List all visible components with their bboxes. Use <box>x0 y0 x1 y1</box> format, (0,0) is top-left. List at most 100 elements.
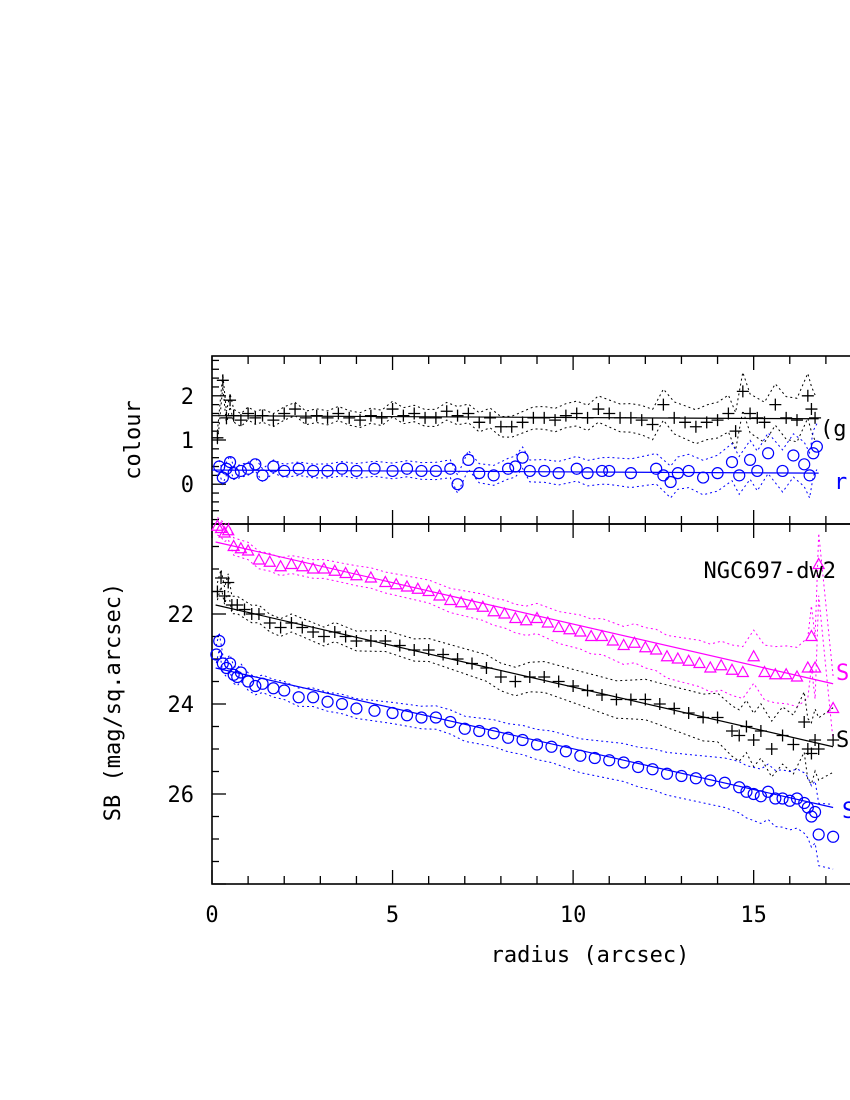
y-tick-label: 22 <box>168 603 195 628</box>
data-point <box>462 407 475 420</box>
data-point <box>444 715 457 729</box>
data-point <box>241 543 255 556</box>
data-point <box>779 667 793 680</box>
data-point <box>595 464 609 478</box>
data-point <box>223 456 237 469</box>
data-point <box>375 411 388 424</box>
data-point <box>682 654 696 666</box>
data-point <box>386 403 399 416</box>
data-point <box>787 449 800 462</box>
data-point <box>646 763 659 776</box>
data-point <box>332 407 345 420</box>
data-point <box>812 743 825 755</box>
sb-label-g: S <box>836 661 849 686</box>
data-point <box>762 447 775 460</box>
data-point <box>650 462 663 475</box>
data-point <box>289 403 302 416</box>
error-envelope-lower <box>216 371 816 432</box>
data-point <box>451 409 464 422</box>
data-point <box>660 767 674 780</box>
data-point <box>668 411 681 424</box>
data-point <box>776 792 789 805</box>
data-point <box>610 693 623 706</box>
data-point <box>664 475 677 489</box>
data-point <box>386 464 399 478</box>
data-point <box>256 469 269 482</box>
data-point <box>682 707 695 719</box>
data-point <box>744 407 757 420</box>
data-point <box>292 691 305 704</box>
data-point <box>274 621 287 634</box>
data-point <box>769 398 782 411</box>
data-point <box>317 630 330 643</box>
data-point <box>328 626 341 638</box>
data-point <box>307 691 320 704</box>
data-point <box>242 407 255 420</box>
data-point <box>632 760 645 774</box>
data-point <box>508 611 522 624</box>
data-point <box>675 769 688 783</box>
data-point <box>552 467 565 480</box>
error-envelope-upper <box>216 569 834 724</box>
data-point <box>758 416 771 429</box>
data-point <box>321 464 334 478</box>
data-point <box>393 639 406 652</box>
data-point <box>754 790 767 803</box>
data-point <box>805 747 818 760</box>
data-point <box>595 629 609 642</box>
data-point <box>603 754 616 767</box>
data-point <box>252 552 266 565</box>
data-point <box>415 464 428 478</box>
data-point <box>400 709 414 722</box>
fit-line <box>215 541 834 685</box>
data-point <box>711 467 724 480</box>
data-point <box>216 657 229 670</box>
error-envelope-lower <box>217 534 834 741</box>
data-point <box>549 414 562 427</box>
y-tick-label: 2 <box>181 385 194 410</box>
data-point <box>807 447 820 460</box>
data-point <box>570 407 583 420</box>
data-point <box>530 738 544 751</box>
data-point <box>494 420 507 433</box>
data-point <box>502 462 515 475</box>
data-point <box>697 471 710 484</box>
data-point <box>812 557 826 570</box>
data-point <box>711 414 724 427</box>
data-point <box>809 734 822 746</box>
data-point <box>242 675 255 688</box>
data-point <box>743 453 757 466</box>
data-point <box>465 597 479 610</box>
data-point <box>736 385 749 398</box>
data-point <box>736 665 750 678</box>
data-point <box>697 711 710 724</box>
data-point <box>267 460 280 473</box>
data-point <box>798 796 811 810</box>
data-point <box>762 785 775 798</box>
data-point <box>466 657 478 670</box>
data-point <box>624 467 637 480</box>
data-point <box>299 411 312 424</box>
data-point <box>588 751 601 765</box>
data-point <box>432 588 447 601</box>
data-point <box>267 682 280 695</box>
data-point <box>292 462 305 475</box>
data-point <box>804 629 818 642</box>
data-point <box>458 722 471 735</box>
data-point <box>809 411 822 424</box>
data-point <box>545 740 558 753</box>
data-point <box>224 394 237 407</box>
data-point <box>397 409 410 422</box>
y-tick-label: 24 <box>168 693 195 718</box>
data-point <box>635 414 648 427</box>
data-point <box>218 590 231 602</box>
data-point <box>584 629 598 642</box>
data-point <box>422 584 436 597</box>
data-point <box>509 675 522 688</box>
data-point <box>617 756 630 769</box>
data-point <box>350 464 363 478</box>
fit-line <box>215 604 834 748</box>
data-point <box>408 407 421 420</box>
data-point <box>339 566 353 579</box>
data-point <box>429 464 442 478</box>
